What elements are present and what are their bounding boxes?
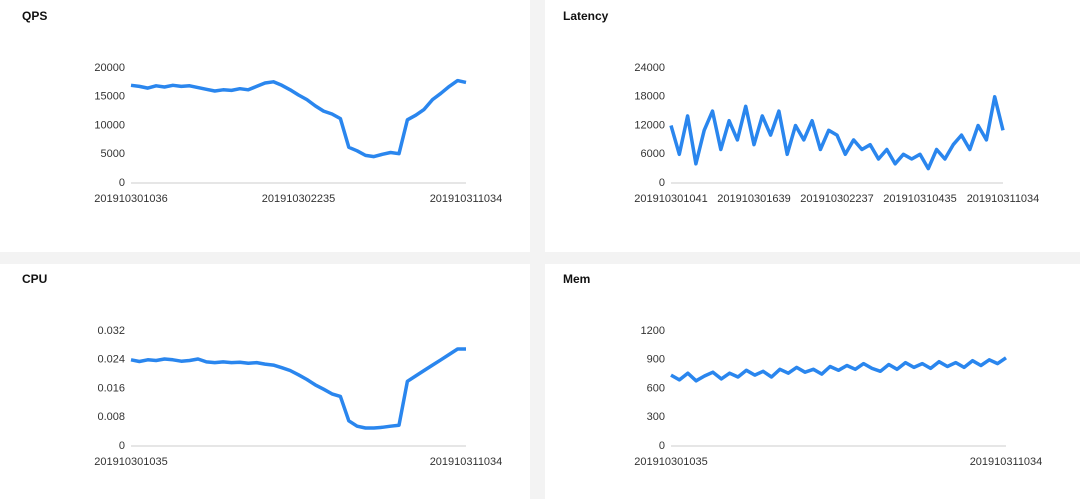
line: [130, 347, 466, 430]
y-tick-label: 0: [659, 177, 665, 189]
y-tick-label: 600: [647, 382, 665, 394]
x-tick-label: 201910302235: [262, 193, 335, 205]
x-tick-label: 201910301035: [94, 456, 167, 468]
card: [545, 264, 1080, 499]
y-tick-label: 5000: [101, 148, 125, 160]
line: [669, 95, 1005, 171]
y-tick-label: 0: [659, 440, 665, 452]
card: [0, 264, 530, 499]
y-tick-label: 10000: [94, 119, 125, 131]
y-tick-label: 18000: [634, 91, 665, 103]
y-tick-label: 300: [647, 411, 665, 423]
x-tick-label: 201910311034: [970, 456, 1043, 468]
y-tick-label: 0.016: [97, 382, 125, 394]
x-tick-label: 201910301639: [717, 193, 790, 205]
card: [0, 0, 530, 252]
x-tick-label: 201910311034: [967, 193, 1040, 205]
y-tick-label: 900: [647, 354, 665, 366]
chart-title: Latency: [563, 9, 609, 23]
y-tick-label: 0: [119, 440, 125, 452]
y-tick-label: 12000: [634, 119, 665, 131]
chart-title: Mem: [563, 272, 590, 286]
y-tick-label: 0.032: [97, 325, 125, 337]
chart-title: CPU: [22, 272, 47, 286]
y-tick-label: 20000: [94, 62, 125, 74]
y-tick-label: 15000: [94, 91, 125, 103]
y-tick-label: 0.024: [97, 354, 125, 366]
y-tick-label: 6000: [641, 148, 665, 160]
x-tick-label: 201910311034: [430, 456, 503, 468]
x-tick-label: 201910301036: [94, 193, 167, 205]
y-tick-label: 0: [119, 177, 125, 189]
x-tick-label: 201910301035: [634, 456, 707, 468]
line: [670, 356, 1007, 383]
x-tick-label: 201910311034: [430, 193, 503, 205]
line: [130, 78, 467, 159]
chart-title: QPS: [22, 9, 47, 23]
y-tick-label: 0.008: [97, 411, 125, 423]
x-tick-label: 201910301041: [634, 193, 707, 205]
x-tick-label: 201910310435: [883, 193, 956, 205]
x-tick-label: 201910302237: [800, 193, 873, 205]
y-tick-label: 24000: [634, 62, 665, 74]
y-tick-label: 1200: [641, 325, 665, 337]
